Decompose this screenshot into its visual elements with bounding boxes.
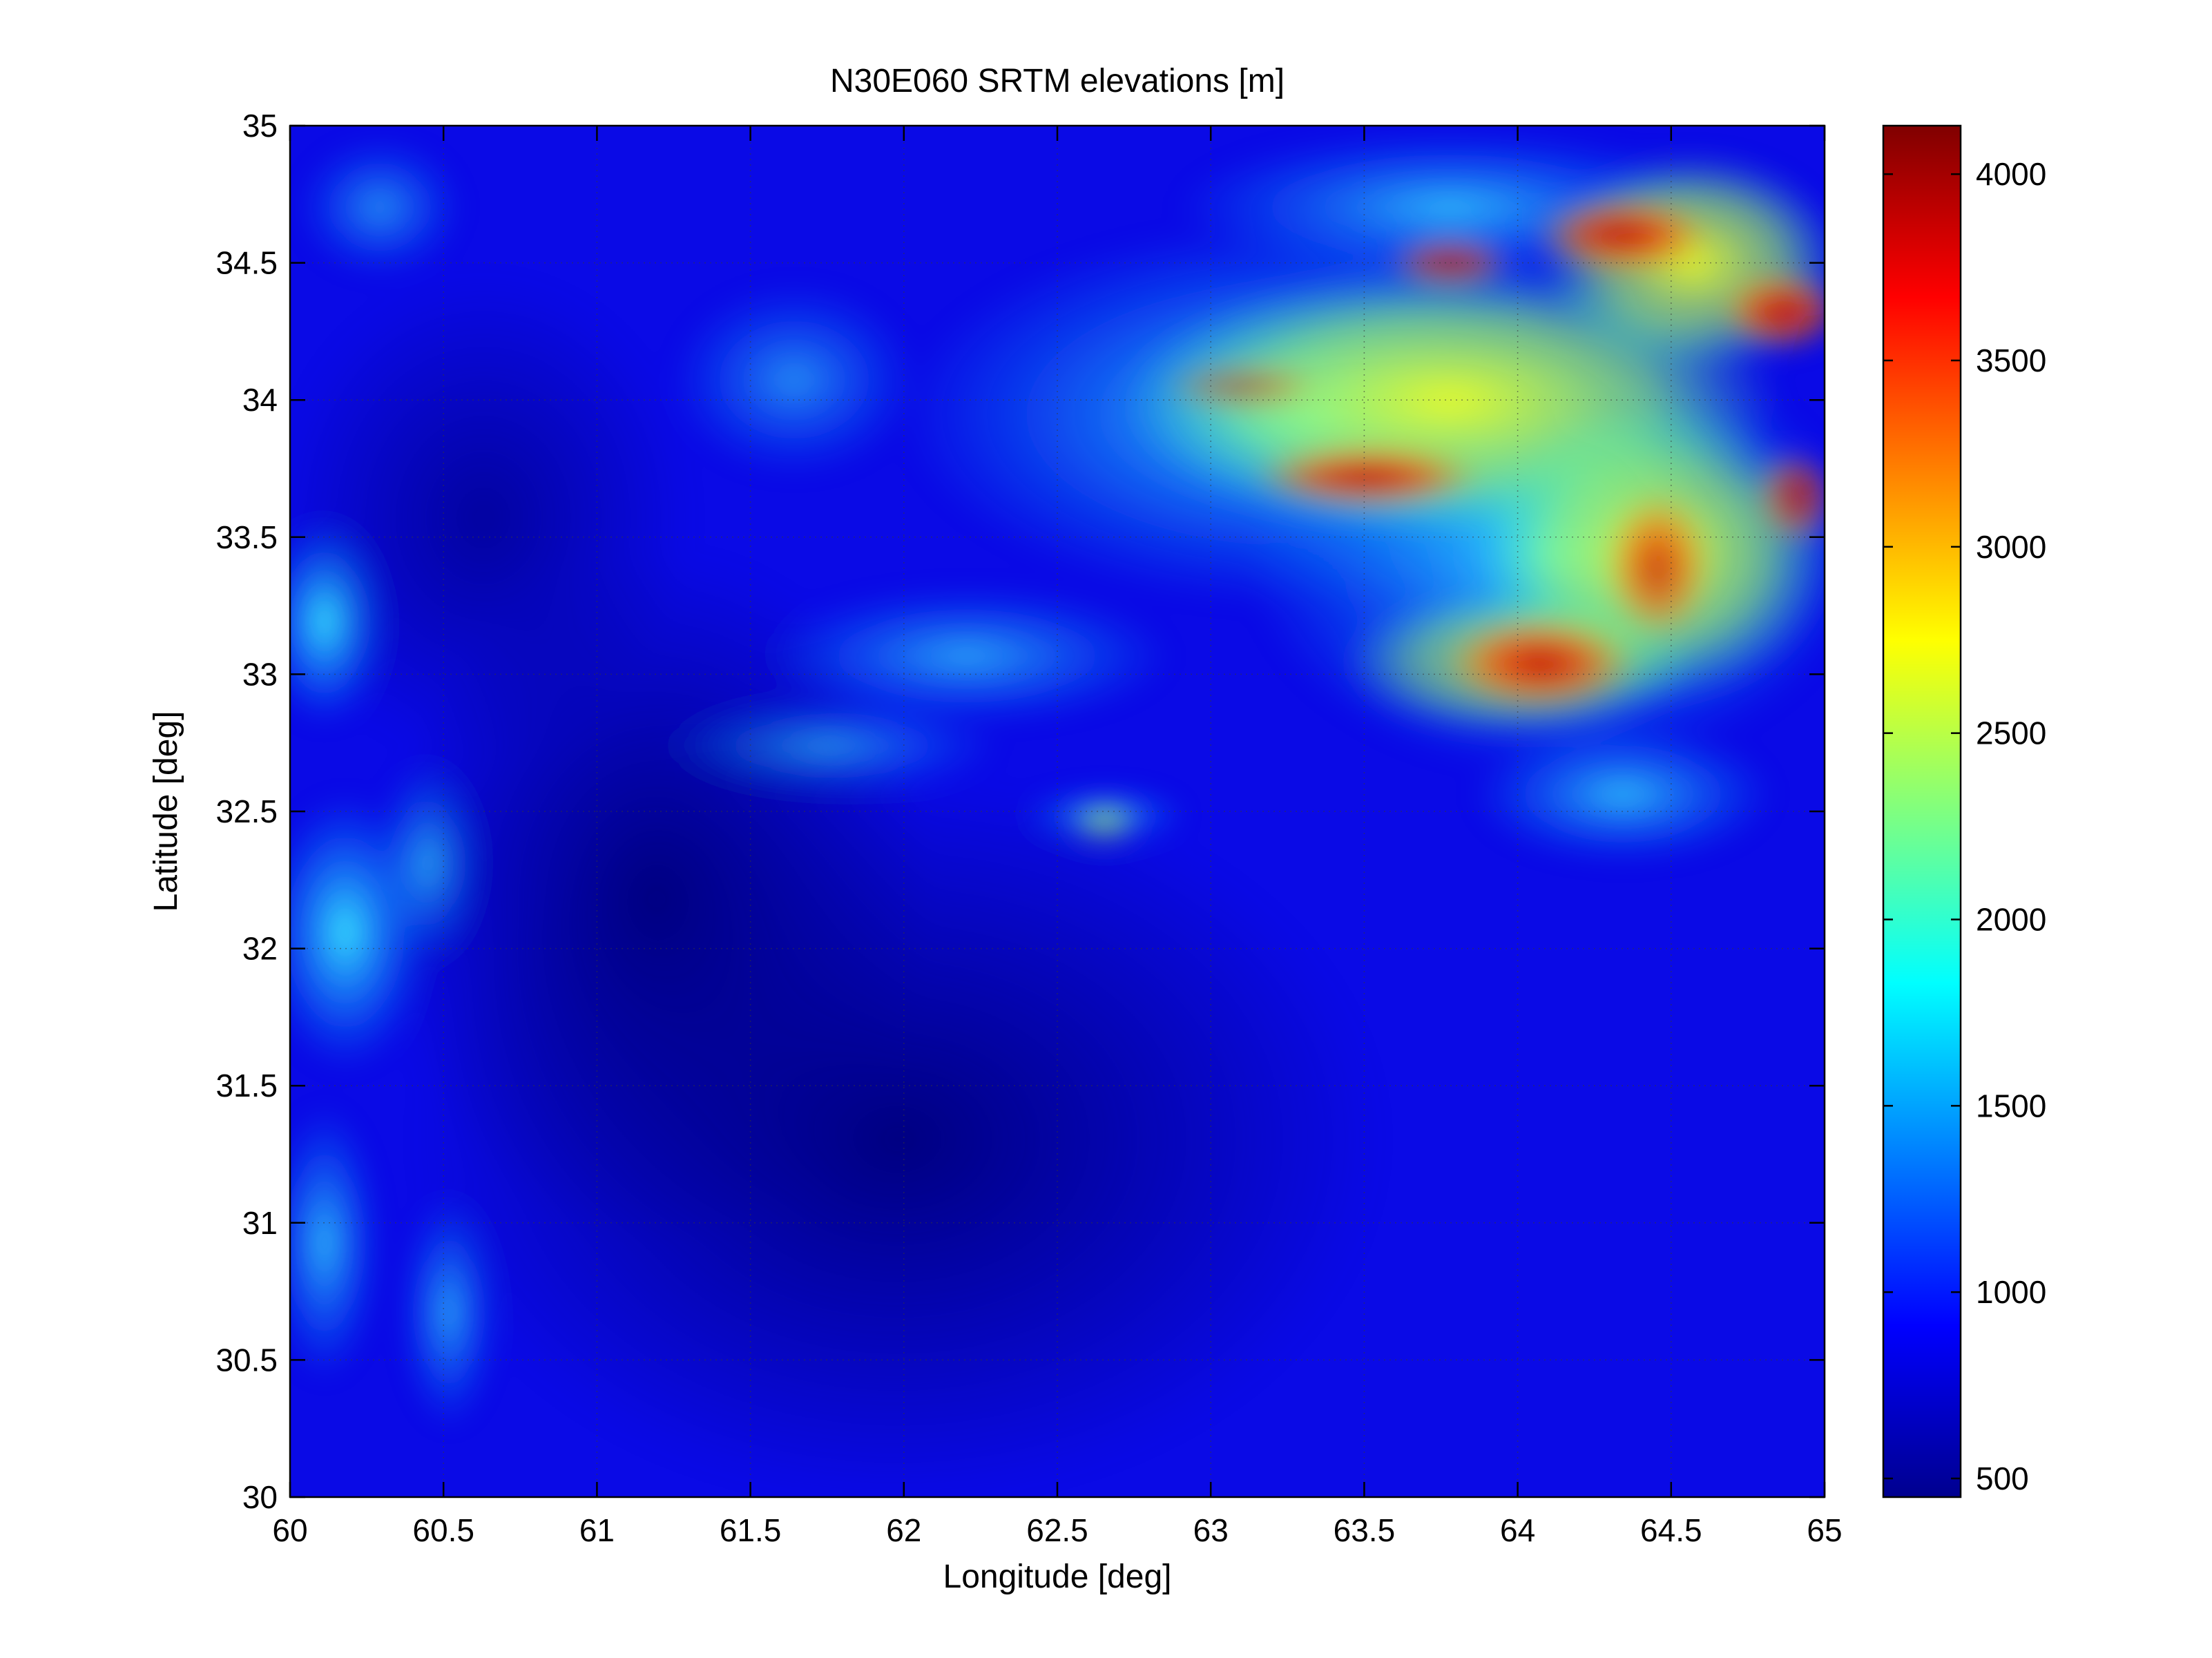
x-tick-label: 62 <box>886 1512 921 1548</box>
y-tick-label: 32 <box>242 931 278 967</box>
colorbar: 500 1000 1500 2000 2500 3000 3500 4000 <box>1882 124 2046 1498</box>
x-tick-label: 64.5 <box>1640 1512 1702 1548</box>
colorbar-tick-label: 500 <box>1976 1461 2029 1496</box>
x-tick-label: 61.5 <box>720 1512 782 1548</box>
colorbar-tick-label: 1000 <box>1976 1274 2046 1310</box>
y-axis-label: Latitude [deg] <box>148 711 184 912</box>
y-tick-label: 33.5 <box>215 519 278 555</box>
y-tick-label: 33 <box>242 656 278 692</box>
colorbar-tick-label: 3000 <box>1976 529 2046 565</box>
x-tick-label: 63.5 <box>1334 1512 1396 1548</box>
x-tick-label: 63 <box>1193 1512 1229 1548</box>
y-tick-label: 31.5 <box>215 1068 278 1103</box>
x-tick-label: 64 <box>1500 1512 1535 1548</box>
plot-area <box>290 126 1825 1497</box>
colorbar-tick-label: 1500 <box>1976 1088 2046 1124</box>
grid-lines <box>290 126 1825 1497</box>
x-tick-label: 65 <box>1807 1512 1842 1548</box>
y-axis: 30 30.5 31 31.5 32 32.5 33 33.5 34 34.5 35 <box>215 108 1825 1515</box>
y-tick-label: 31 <box>242 1205 278 1241</box>
y-tick-label: 35 <box>242 108 278 144</box>
colorbar-tick-label: 4000 <box>1976 156 2046 192</box>
colorbar-gradient <box>1883 126 1961 1497</box>
chart-title: N30E060 SRTM elevations [m] <box>830 63 1285 99</box>
colorbar-tick-label: 2000 <box>1976 902 2046 938</box>
colorbar-tick-label: 3500 <box>1976 343 2046 378</box>
y-tick-label: 32.5 <box>215 793 278 829</box>
heatmap-terrain <box>290 131 1825 1497</box>
x-axis: 60 60.5 61 61.5 62 62.5 63 63.5 64 64.5 65 <box>272 126 1843 1548</box>
x-tick-label: 60 <box>272 1512 307 1548</box>
x-tick-label: 62.5 <box>1026 1512 1088 1548</box>
y-tick-label: 30.5 <box>215 1342 278 1378</box>
x-axis-label: Longitude [deg] <box>943 1559 1172 1595</box>
colorbar-tick-label: 2500 <box>1976 715 2046 751</box>
x-tick-label: 60.5 <box>412 1512 474 1548</box>
y-tick-label: 34.5 <box>215 245 278 281</box>
y-tick-label: 30 <box>242 1479 278 1515</box>
y-tick-label: 34 <box>242 382 278 418</box>
x-tick-label: 61 <box>579 1512 615 1548</box>
colorbar-frame <box>1882 124 1962 1498</box>
